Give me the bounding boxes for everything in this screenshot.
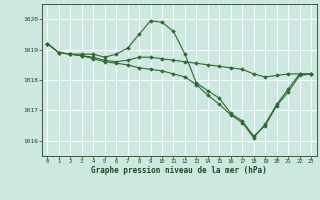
X-axis label: Graphe pression niveau de la mer (hPa): Graphe pression niveau de la mer (hPa) xyxy=(91,166,267,175)
